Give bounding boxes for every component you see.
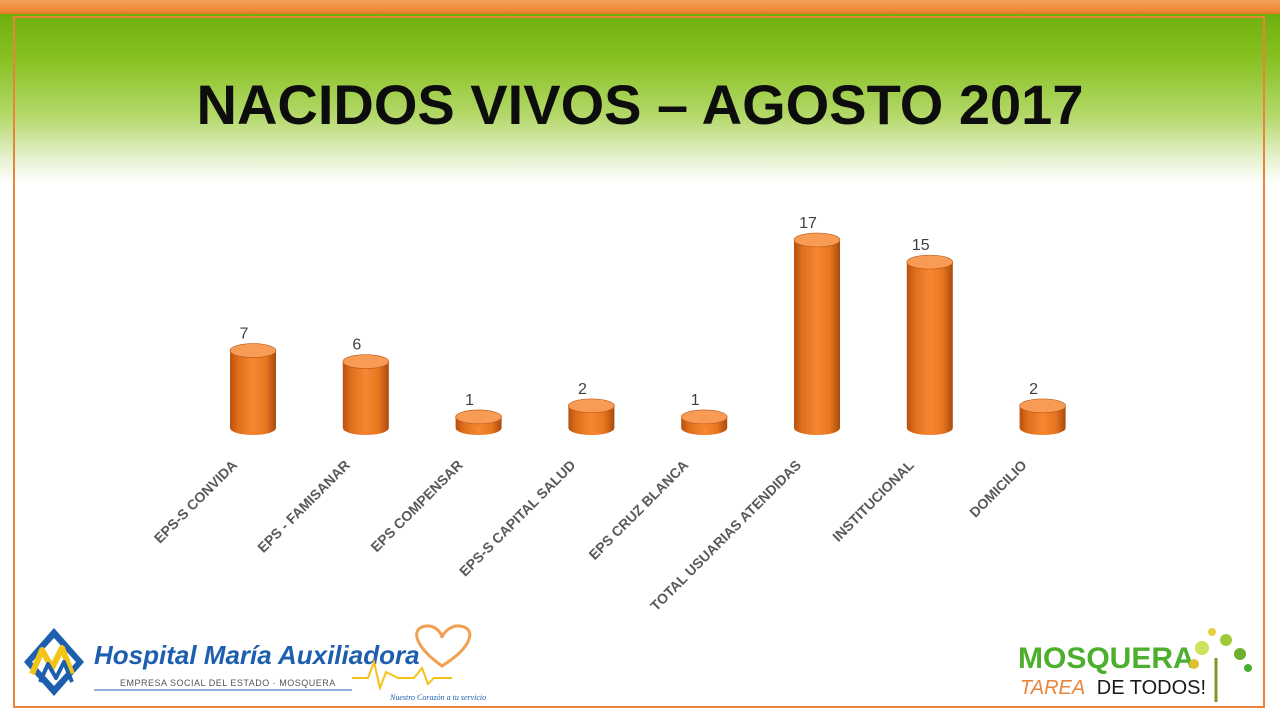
data-label-5: 1 [691,392,700,409]
bars-layer [229,232,1066,436]
category-labels-layer: EPS-S CONVIDA EPS - FAMISANAR EPS COMPENSA… [151,456,1030,613]
data-labels-layer: 7 6 1 2 1 17 15 2 [240,215,1039,409]
bar-4 [568,398,615,436]
category-label-4: EPS-S CAPITAL SALUD [456,457,579,580]
city-name-text: MOSQUERA [1018,642,1195,675]
category-label-7: INSTITUCIONAL [829,456,917,544]
hospital-logo: Hospital María Auxiliadora EMPRESA SOCIA… [24,624,486,702]
category-label-8: DOMICILIO [966,457,1030,521]
data-label-3: 1 [465,392,474,409]
tree-icon [1189,628,1252,702]
data-label-2: 6 [352,337,361,354]
hospital-emblem-icon [24,628,84,696]
city-slogan-b: DE TODOS! [1097,677,1206,699]
data-label-8: 2 [1029,381,1038,398]
bar-6 [793,232,841,435]
hospital-sub-text: EMPRESA SOCIAL DEL ESTADO · MOSQUERA [120,678,336,688]
category-label-2: EPS - FAMISANAR [254,457,353,556]
data-label-6: 17 [799,215,817,232]
hospital-slogan-text: Nuestro Corazón a tu servicio [389,693,486,702]
category-label-3: EPS COMPENSAR [367,457,465,555]
category-label-5: EPS CRUZ BLANCA [585,457,691,563]
mosquera-logo: MOSQUERA TAREA DE TODOS! [1018,628,1252,702]
bar-8 [1019,398,1066,436]
category-label-1: EPS-S CONVIDA [151,457,240,546]
hospital-name-text: Hospital María Auxiliadora [94,640,420,670]
bar-3 [455,409,502,436]
bar-1 [229,343,277,435]
bar-7 [906,254,954,436]
heartbeat-icon [352,658,452,692]
data-label-7: 15 [912,237,930,254]
data-label-1: 7 [240,326,249,343]
data-label-4: 2 [578,381,587,398]
bar-5 [680,409,728,436]
top-accent-band [0,0,1280,14]
heart-outline-icon [415,624,472,668]
city-slogan: TAREA DE TODOS! [1020,677,1206,699]
header-gradient [0,14,1280,184]
bar-2 [342,354,390,436]
slide-title: NACIDOS VIVOS – AGOSTO 2017 [196,73,1084,136]
city-slogan-a: TAREA [1020,677,1085,699]
